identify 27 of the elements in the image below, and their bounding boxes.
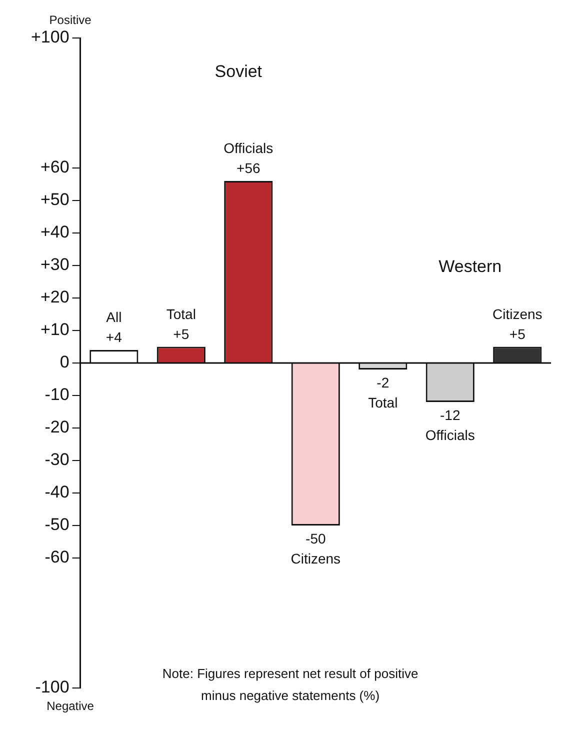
y-tick-label: +30 [40,255,70,274]
data-label: Citizens +5 [492,306,542,342]
text: Negative [46,699,94,713]
annotation: Soviet [214,62,262,81]
annotation: Western [438,257,502,276]
y-tick-label: -100 [35,678,70,697]
y-tick-label: +20 [40,288,70,307]
y-tick-label: -10 [44,385,70,404]
y-tick-label: -20 [44,418,70,437]
y-tick-label: +50 [40,190,70,210]
y-tick-label: 0 [60,352,70,372]
data-label: Total +5 [166,306,196,342]
data-label: -2 Total [368,374,398,410]
y-tick-label: -60 [44,548,70,567]
text: Positive [49,13,92,27]
data-label: Officials +56 [224,140,274,176]
data-label: All +4 [106,309,122,345]
data-label: -50 Citizens [290,530,341,566]
y-tick-label: -30 [44,450,70,470]
data-label: -12 Officials [425,407,475,443]
y-tick-label: -40 [44,482,70,502]
y-tick-label: +40 [40,222,70,242]
y-tick-label: +60 [40,158,70,177]
y-tick-label: +10 [40,320,70,340]
y-tick-label: +100 [30,28,70,47]
annotation: Note: Figures represent net result of positive minus negative statements (%) [162,666,418,703]
y-tick-label: -50 [44,515,70,534]
